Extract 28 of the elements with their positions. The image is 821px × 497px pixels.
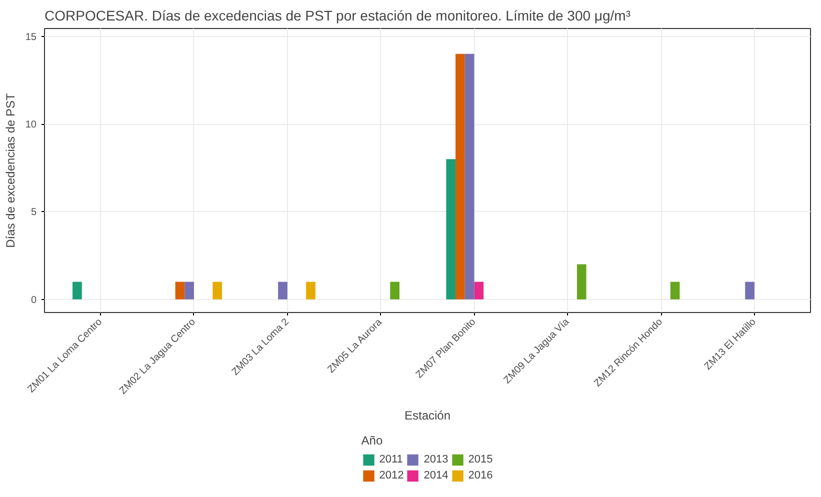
bar xyxy=(456,54,465,300)
bar xyxy=(175,282,185,300)
legend-label: 2011 xyxy=(379,454,403,466)
x-axis-title: Estación xyxy=(404,408,451,423)
bar xyxy=(72,282,82,300)
bar xyxy=(184,282,194,300)
bar xyxy=(390,282,400,300)
legend-label: 2016 xyxy=(468,470,493,482)
legend-label: 2012 xyxy=(379,470,404,482)
bar xyxy=(670,282,680,300)
legend-label: 2013 xyxy=(424,454,448,466)
bar xyxy=(474,282,484,300)
bar xyxy=(464,54,474,300)
bar xyxy=(278,282,288,300)
y-tick-label: 5 xyxy=(30,207,37,218)
bar xyxy=(446,159,456,300)
y-tick-label: 10 xyxy=(25,120,37,131)
chart-title: CORPOCESAR. Días de excedencias de PST por estación de monitoreo. Límite de 300 μg/m³ xyxy=(44,8,631,24)
legend-label: 2015 xyxy=(468,454,493,466)
y-axis-title: Días de excedencias de PST xyxy=(3,92,18,248)
bar xyxy=(576,264,586,300)
legend-title: Año xyxy=(361,434,384,448)
bar xyxy=(745,282,754,300)
bar xyxy=(306,282,316,300)
y-tick-label: 0 xyxy=(30,294,37,306)
bar xyxy=(212,282,222,300)
legend-label: 2014 xyxy=(424,470,448,482)
y-tick-label: 15 xyxy=(25,32,37,43)
